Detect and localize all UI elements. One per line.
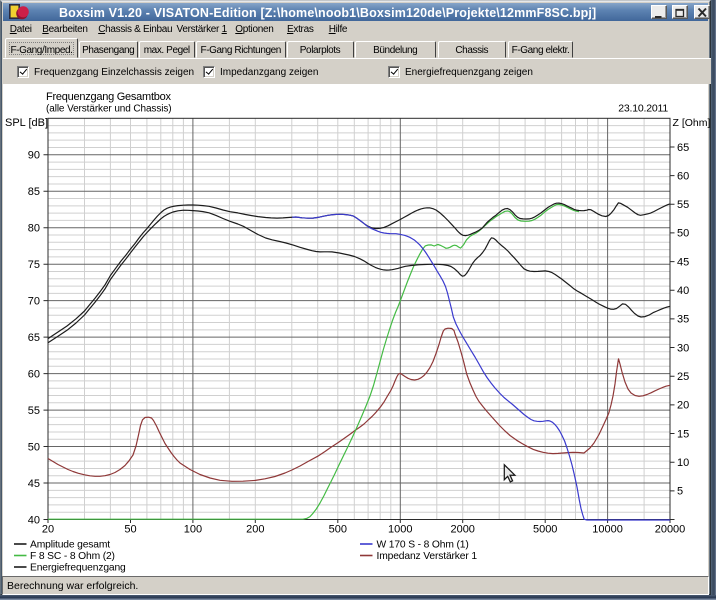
svg-text:40: 40 — [28, 514, 40, 526]
svg-text:Frequenzgang Gesamtbox: Frequenzgang Gesamtbox — [46, 91, 171, 103]
svg-text:80: 80 — [28, 223, 40, 235]
svg-text:Amplitude gesamt: Amplitude gesamt — [30, 540, 110, 551]
svg-text:W 170 S - 8 Ohm (1): W 170 S - 8 Ohm (1) — [377, 540, 469, 551]
svg-text:23.10.2011: 23.10.2011 — [618, 103, 668, 115]
svg-text:70: 70 — [28, 296, 40, 308]
svg-text:20000: 20000 — [655, 524, 686, 536]
svg-text:1000: 1000 — [388, 524, 412, 536]
svg-text:35: 35 — [677, 314, 689, 326]
svg-text:SPL [dB]: SPL [dB] — [5, 117, 48, 129]
svg-text:F 8 SC - 8 Ohm (2): F 8 SC - 8 Ohm (2) — [30, 551, 115, 562]
svg-text:10: 10 — [677, 457, 689, 469]
svg-text:10000: 10000 — [592, 524, 623, 536]
svg-text:45: 45 — [677, 256, 689, 268]
svg-text:(alle Verstärker und Chassis): (alle Verstärker und Chassis) — [46, 104, 171, 115]
svg-text:Impedanz Verstärker 1: Impedanz Verstärker 1 — [377, 551, 478, 562]
svg-text:5: 5 — [677, 486, 683, 498]
svg-text:50: 50 — [28, 441, 40, 453]
svg-text:55: 55 — [677, 199, 689, 211]
svg-text:500: 500 — [329, 524, 347, 536]
svg-text:75: 75 — [28, 259, 40, 271]
svg-text:Energiefrequenzgang: Energiefrequenzgang — [30, 563, 126, 574]
svg-text:5000: 5000 — [533, 524, 557, 536]
svg-text:50: 50 — [124, 524, 136, 536]
svg-text:90: 90 — [28, 150, 40, 162]
svg-text:20: 20 — [42, 524, 54, 536]
svg-text:45: 45 — [28, 478, 40, 490]
svg-text:65: 65 — [28, 332, 40, 344]
svg-text:20: 20 — [677, 400, 689, 412]
svg-text:60: 60 — [677, 170, 689, 182]
svg-text:Z [Ohm]: Z [Ohm] — [673, 117, 711, 129]
svg-text:60: 60 — [28, 368, 40, 380]
svg-text:50: 50 — [677, 228, 689, 240]
svg-text:85: 85 — [28, 186, 40, 198]
svg-text:25: 25 — [677, 371, 689, 383]
svg-text:40: 40 — [677, 285, 689, 297]
svg-text:200: 200 — [246, 524, 264, 536]
svg-text:55: 55 — [28, 405, 40, 417]
svg-text:65: 65 — [677, 142, 689, 154]
svg-text:15: 15 — [677, 428, 689, 440]
svg-text:2000: 2000 — [450, 524, 474, 536]
svg-text:100: 100 — [184, 524, 202, 536]
svg-text:30: 30 — [677, 342, 689, 354]
